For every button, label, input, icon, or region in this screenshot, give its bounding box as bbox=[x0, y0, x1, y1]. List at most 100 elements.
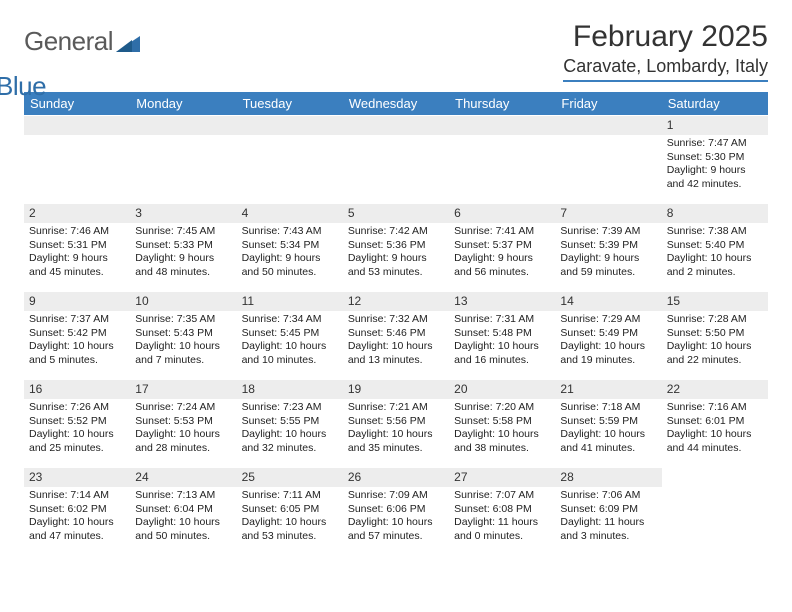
calendar-weekday-header: Sunday Monday Tuesday Wednesday Thursday… bbox=[24, 92, 768, 115]
sunrise-line: Sunrise: 7:26 AM bbox=[29, 401, 125, 414]
sunset-line: Sunset: 5:56 PM bbox=[348, 415, 444, 428]
day-number: 3 bbox=[130, 204, 236, 223]
calendar-cell: 27Sunrise: 7:07 AMSunset: 6:08 PMDayligh… bbox=[449, 467, 555, 555]
day-number: 1 bbox=[662, 116, 768, 135]
sunrise-line: Sunrise: 7:34 AM bbox=[242, 313, 338, 326]
sunrise-line: Sunrise: 7:23 AM bbox=[242, 401, 338, 414]
sunrise-line: Sunrise: 7:14 AM bbox=[29, 489, 125, 502]
daylight-line: Daylight: 10 hours and 50 minutes. bbox=[135, 516, 231, 543]
calendar-cell-empty bbox=[237, 115, 343, 203]
calendar-cell: 5Sunrise: 7:42 AMSunset: 5:36 PMDaylight… bbox=[343, 203, 449, 291]
calendar-cell: 6Sunrise: 7:41 AMSunset: 5:37 PMDaylight… bbox=[449, 203, 555, 291]
sunset-line: Sunset: 6:05 PM bbox=[242, 503, 338, 516]
sunrise-line: Sunrise: 7:28 AM bbox=[667, 313, 763, 326]
sunset-line: Sunset: 5:36 PM bbox=[348, 239, 444, 252]
daylight-line: Daylight: 10 hours and 19 minutes. bbox=[560, 340, 656, 367]
month-title: February 2025 bbox=[563, 20, 768, 54]
daylight-line: Daylight: 9 hours and 56 minutes. bbox=[454, 252, 550, 279]
calendar-cell: 11Sunrise: 7:34 AMSunset: 5:45 PMDayligh… bbox=[237, 291, 343, 379]
sunset-line: Sunset: 5:45 PM bbox=[242, 327, 338, 340]
daylight-line: Daylight: 10 hours and 5 minutes. bbox=[29, 340, 125, 367]
daylight-line: Daylight: 10 hours and 13 minutes. bbox=[348, 340, 444, 367]
sunrise-line: Sunrise: 7:47 AM bbox=[667, 137, 763, 150]
sunrise-line: Sunrise: 7:41 AM bbox=[454, 225, 550, 238]
day-number-empty bbox=[555, 116, 661, 135]
logo-text-wrap: General Blue bbox=[24, 26, 141, 88]
day-number: 21 bbox=[555, 380, 661, 399]
sunset-line: Sunset: 6:01 PM bbox=[667, 415, 763, 428]
daylight-line: Daylight: 10 hours and 32 minutes. bbox=[242, 428, 338, 455]
day-number: 9 bbox=[24, 292, 130, 311]
day-number: 12 bbox=[343, 292, 449, 311]
sunrise-line: Sunrise: 7:39 AM bbox=[560, 225, 656, 238]
daylight-line: Daylight: 9 hours and 42 minutes. bbox=[667, 164, 763, 191]
logo-text-general: General bbox=[24, 26, 113, 56]
daylight-line: Daylight: 10 hours and 28 minutes. bbox=[135, 428, 231, 455]
calendar-cell: 23 Sunrise: 7:14 AMSunset: 6:02 PMDayligh… bbox=[24, 467, 130, 555]
sunrise-line: Sunrise: 7:32 AM bbox=[348, 313, 444, 326]
calendar-cell: 22Sunrise: 7:16 AMSunset: 6:01 PMDayligh… bbox=[662, 379, 768, 467]
weekday-header-thursday: Thursday bbox=[449, 92, 555, 115]
sunrise-line: Sunrise: 7:31 AM bbox=[454, 313, 550, 326]
day-number: 8 bbox=[662, 204, 768, 223]
location-text: Caravate, Lombardy, Italy bbox=[563, 56, 768, 77]
day-number: 20 bbox=[449, 380, 555, 399]
title-block: February 2025 Caravate, Lombardy, Italy bbox=[563, 20, 768, 82]
sunset-line: Sunset: 5:37 PM bbox=[454, 239, 550, 252]
sunrise-line: Sunrise: 7:46 AM bbox=[29, 225, 125, 238]
day-number: 23 bbox=[24, 468, 130, 487]
sunset-line: Sunset: 5:48 PM bbox=[454, 327, 550, 340]
sunrise-line: Sunrise: 7:35 AM bbox=[135, 313, 231, 326]
calendar-cell: 26Sunrise: 7:09 AMSunset: 6:06 PMDayligh… bbox=[343, 467, 449, 555]
sunrise-line: Sunrise: 7:43 AM bbox=[242, 225, 338, 238]
calendar-cell: 16Sunrise: 7:26 AMSunset: 5:52 PMDayligh… bbox=[24, 379, 130, 467]
sunrise-line: Sunrise: 7:13 AM bbox=[135, 489, 231, 502]
sunrise-line: Sunrise: 7:45 AM bbox=[135, 225, 231, 238]
day-number: 15 bbox=[662, 292, 768, 311]
sunset-line: Sunset: 5:31 PM bbox=[29, 239, 125, 252]
day-number: 17 bbox=[130, 380, 236, 399]
daylight-line: Daylight: 10 hours and 7 minutes. bbox=[135, 340, 231, 367]
day-number-empty bbox=[24, 116, 130, 135]
sunset-line: Sunset: 6:06 PM bbox=[348, 503, 444, 516]
sunset-line: Sunset: 5:39 PM bbox=[560, 239, 656, 252]
sunrise-line: Sunrise: 7:09 AM bbox=[348, 489, 444, 502]
day-number: 2 bbox=[24, 204, 130, 223]
daylight-line: Daylight: 10 hours and 25 minutes. bbox=[29, 428, 125, 455]
calendar-cell: 19Sunrise: 7:21 AMSunset: 5:56 PMDayligh… bbox=[343, 379, 449, 467]
calendar-cell: 10Sunrise: 7:35 AMSunset: 5:43 PMDayligh… bbox=[130, 291, 236, 379]
calendar-cell: 7Sunrise: 7:39 AMSunset: 5:39 PMDaylight… bbox=[555, 203, 661, 291]
daylight-line: Daylight: 10 hours and 44 minutes. bbox=[667, 428, 763, 455]
calendar-cell: 18 Sunrise: 7:23 AMSunset: 5:55 PMDayligh… bbox=[237, 379, 343, 467]
weekday-header-tuesday: Tuesday bbox=[237, 92, 343, 115]
sunset-line: Sunset: 5:50 PM bbox=[667, 327, 763, 340]
sunset-line: Sunset: 5:43 PM bbox=[135, 327, 231, 340]
sunset-line: Sunset: 5:33 PM bbox=[135, 239, 231, 252]
calendar-body: 1Sunrise: 7:47 AMSunset: 5:30 PMDaylight… bbox=[24, 115, 768, 555]
daylight-line: Daylight: 9 hours and 50 minutes. bbox=[242, 252, 338, 279]
sunset-line: Sunset: 5:30 PM bbox=[667, 151, 763, 164]
logo: General Blue bbox=[24, 26, 141, 88]
calendar-cell: 9Sunrise: 7:37 AMSunset: 5:42 PMDaylight… bbox=[24, 291, 130, 379]
day-number: 16 bbox=[24, 380, 130, 399]
calendar-cell: 28Sunrise: 7:06 AMSunset: 6:09 PMDayligh… bbox=[555, 467, 661, 555]
sunset-line: Sunset: 5:55 PM bbox=[242, 415, 338, 428]
calendar-cell-empty bbox=[24, 115, 130, 203]
day-number: 18 bbox=[237, 380, 343, 399]
sunrise-line: Sunrise: 7:37 AM bbox=[29, 313, 125, 326]
day-number-empty bbox=[343, 116, 449, 135]
daylight-line: Daylight: 10 hours and 53 minutes. bbox=[242, 516, 338, 543]
day-number-empty bbox=[237, 116, 343, 135]
day-number: 11 bbox=[237, 292, 343, 311]
daylight-line: Daylight: 9 hours and 59 minutes. bbox=[560, 252, 656, 279]
daylight-line: Daylight: 10 hours and 35 minutes. bbox=[348, 428, 444, 455]
calendar-cell: 14Sunrise: 7:29 AMSunset: 5:49 PMDayligh… bbox=[555, 291, 661, 379]
calendar-cell-empty bbox=[449, 115, 555, 203]
sunrise-line: Sunrise: 7:06 AM bbox=[560, 489, 656, 502]
location-underline: Caravate, Lombardy, Italy bbox=[563, 54, 768, 82]
day-number: 4 bbox=[237, 204, 343, 223]
sunset-line: Sunset: 6:02 PM bbox=[29, 503, 125, 516]
daylight-line: Daylight: 10 hours and 47 minutes. bbox=[29, 516, 125, 543]
calendar-cell-empty bbox=[343, 115, 449, 203]
daylight-line: Daylight: 10 hours and 2 minutes. bbox=[667, 252, 763, 279]
